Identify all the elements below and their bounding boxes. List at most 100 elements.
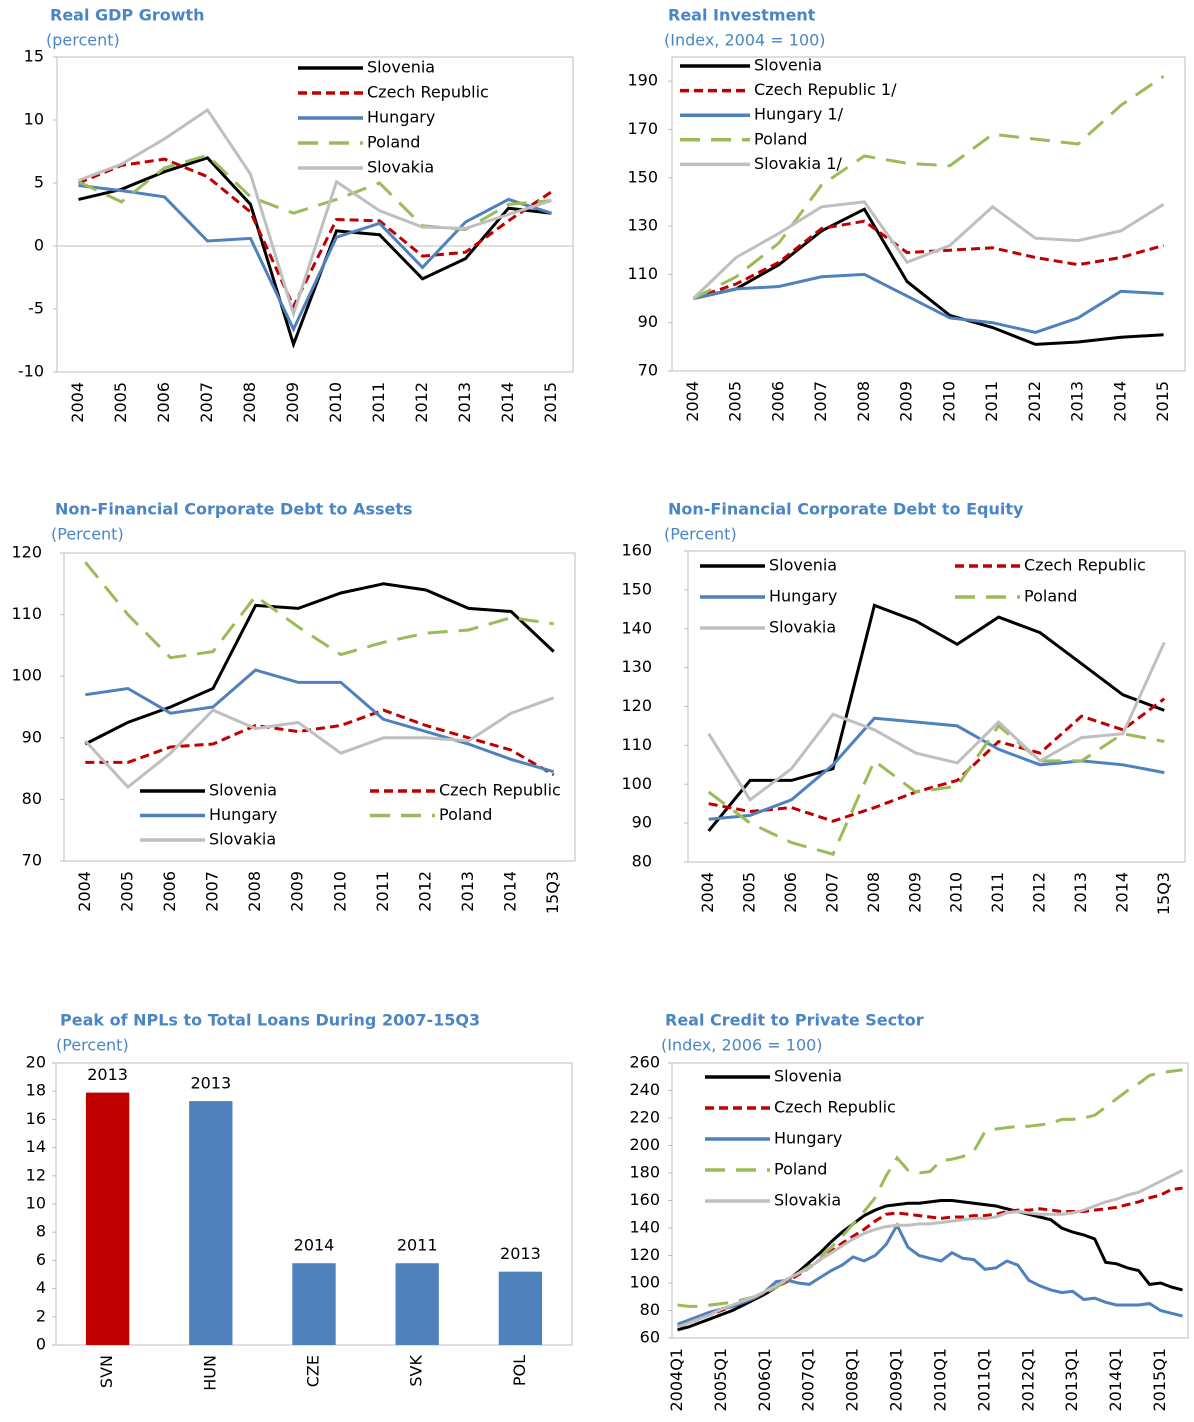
y-tick-label: 140 <box>629 1218 660 1237</box>
x-tick-label: 2015 <box>1153 381 1172 422</box>
series-line <box>707 603 1165 832</box>
y-tick-label: 110 <box>621 735 652 754</box>
series-line <box>85 668 555 774</box>
series-line <box>692 200 1165 300</box>
x-tick-label: 2007Q1 <box>799 1348 818 1412</box>
chart-subtitle: (Percent) <box>56 1036 129 1055</box>
series-line <box>84 696 555 790</box>
legend-label: Poland <box>774 1160 827 1179</box>
x-tick-label: 2012 <box>1030 872 1049 913</box>
series-line <box>677 1068 1183 1308</box>
legend-label: Slovakia <box>209 830 276 849</box>
series-line <box>77 107 552 319</box>
x-tick-label: 2011 <box>373 871 392 912</box>
legend-label: Czech Republic <box>774 1098 896 1117</box>
x-tick-label: 2005 <box>117 871 136 912</box>
y-tick-label: -5 <box>28 299 44 318</box>
x-tick-label: 2013 <box>458 871 477 912</box>
x-tick-label: 2014 <box>1112 872 1131 913</box>
y-tick-label: 10 <box>24 110 44 129</box>
x-tick-label: 2011 <box>982 381 1001 422</box>
y-tick-label: 160 <box>621 541 652 560</box>
y-tick-label: 150 <box>621 579 652 598</box>
bar-annotation: 2014 <box>294 1236 335 1255</box>
series-line <box>85 708 555 777</box>
x-tick-label: 2006 <box>768 381 787 422</box>
y-tick-label: 120 <box>629 1245 660 1264</box>
legend-label: Slovakia <box>774 1191 841 1210</box>
chart-title: Real GDP Growth <box>50 6 205 25</box>
x-tick-label: 2007 <box>197 382 216 423</box>
y-tick-label: 20 <box>26 1053 46 1072</box>
legend-label: Czech Republic <box>1024 556 1146 575</box>
y-tick-label: 14 <box>26 1137 46 1156</box>
x-tick-label: 2011Q1 <box>974 1348 993 1412</box>
x-tick-label: HUN <box>200 1355 219 1391</box>
legend-label: Slovenia <box>367 58 435 77</box>
x-tick-label: 2008 <box>240 382 259 423</box>
y-tick-label: 80 <box>632 852 652 871</box>
x-tick-label: 2013 <box>455 382 474 423</box>
series-line <box>708 697 1166 823</box>
x-tick-label: 2012 <box>1025 381 1044 422</box>
legend-label: Slovenia <box>209 781 277 800</box>
bar <box>189 1101 233 1345</box>
x-tick-label: 2004 <box>698 872 717 913</box>
bar-annotation: 2011 <box>397 1236 438 1255</box>
bar <box>85 1092 130 1345</box>
chart-subtitle: (percent) <box>46 31 120 50</box>
y-tick-label: 180 <box>629 1163 660 1182</box>
y-tick-label: 70 <box>22 851 42 870</box>
series-line <box>77 153 552 232</box>
chart: Real Investment (Index, 2004 = 100) 70 90 11… <box>627 6 1186 422</box>
y-tick-label: 16 <box>26 1109 46 1128</box>
x-tick-label: 2005 <box>740 872 759 913</box>
x-tick-label: 2007 <box>811 381 830 422</box>
legend-label: Czech Republic <box>367 83 489 102</box>
chart-title: Real Investment <box>668 6 816 25</box>
x-tick-label: 2011 <box>988 872 1007 913</box>
legend-label: Poland <box>1024 587 1077 606</box>
x-tick-label: 2014Q1 <box>1106 1348 1125 1412</box>
series-line <box>78 156 552 349</box>
x-tick-label: 2004 <box>683 381 702 422</box>
y-tick-label: 220 <box>629 1108 660 1127</box>
bar-annotation: 2013 <box>87 1065 128 1084</box>
x-tick-label: 2015 <box>541 382 560 423</box>
legend-label: Hungary <box>209 805 277 824</box>
series-line <box>693 207 1164 346</box>
x-tick-label: 2009Q1 <box>887 1348 906 1412</box>
y-tick-label: 140 <box>621 618 652 637</box>
chart-title: Peak of NPLs to Total Loans During 2007-… <box>60 1011 480 1030</box>
x-tick-label: 2014 <box>1110 381 1129 422</box>
legend-label: Hungary <box>774 1129 842 1148</box>
x-tick-label: 2015Q1 <box>1150 1348 1169 1412</box>
x-tick-label: 2005 <box>726 381 745 422</box>
legend-label: Slovakia 1/ <box>754 154 842 173</box>
legend-label: Slovenia <box>774 1067 842 1086</box>
legend-label: Slovakia <box>769 618 836 637</box>
legend-label: Slovenia <box>769 556 837 575</box>
series-line <box>707 641 1166 802</box>
y-tick-label: 110 <box>627 264 658 283</box>
x-tick-label: 2010 <box>326 382 345 423</box>
series-line <box>677 1199 1183 1332</box>
x-tick-label: 2007 <box>822 872 841 913</box>
x-tick-label: 2010 <box>947 872 966 913</box>
y-tick-label: 4 <box>36 1278 46 1297</box>
y-tick-label: 150 <box>627 167 658 186</box>
y-tick-label: 18 <box>26 1081 46 1100</box>
x-tick-label: 2009 <box>288 871 307 912</box>
chart: Peak of NPLs to Total Loans During 2007-… <box>26 1011 573 1391</box>
bar <box>498 1271 543 1345</box>
x-tick-label: 2009 <box>283 382 302 423</box>
y-tick-label: 60 <box>640 1328 660 1347</box>
series-line <box>693 272 1164 334</box>
x-tick-label: 2004Q1 <box>667 1348 686 1412</box>
x-tick-label: 2006 <box>154 382 173 423</box>
series-line <box>707 723 1165 856</box>
legend-label: Hungary <box>367 108 435 127</box>
x-tick-label: 2009 <box>897 381 916 422</box>
x-tick-label: 2014 <box>501 871 520 912</box>
